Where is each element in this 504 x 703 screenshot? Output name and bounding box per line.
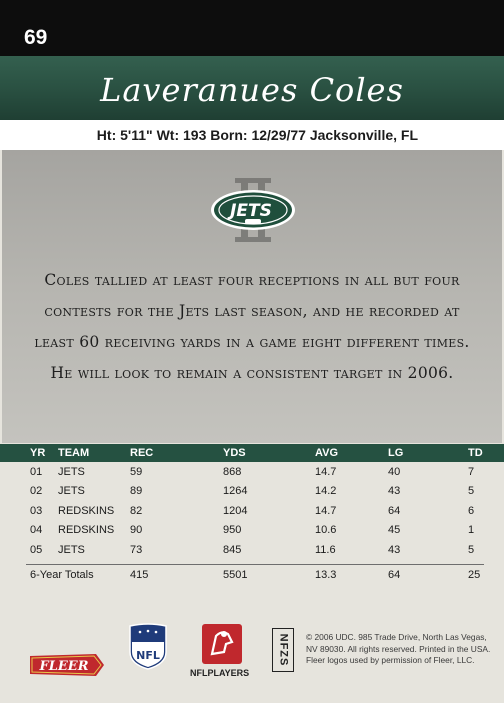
totals-avg: 13.3	[315, 569, 337, 581]
stat-yds: 1264	[223, 485, 248, 498]
stats-header-row: YR TEAM REC YDS AVG LG TD	[0, 444, 504, 462]
stat-avg: 14.2	[315, 485, 337, 498]
stat-td: 6	[468, 504, 475, 517]
stat-avg: 10.6	[315, 524, 337, 537]
bio-banner: Ht: 5'11" Wt: 193 Born: 12/29/77 Jackson…	[0, 120, 504, 150]
stat-yds: 868	[223, 466, 242, 478]
legal-line: NV 89030. All rights reserved. Printed i…	[306, 643, 491, 654]
player-name: Laveranues Coles	[100, 71, 404, 109]
stat-rec: 73	[130, 543, 143, 556]
stats-row: 03 REDSKINS 82 1204 14.7 64 6	[0, 501, 504, 520]
stats-row: 04 REDSKINS 90 950 10.6 45 1	[0, 520, 504, 539]
stat-rec: 59	[130, 466, 143, 478]
totals-rec: 415	[130, 569, 149, 581]
legal-line: Fleer logos used by permission of Fleer,…	[306, 655, 475, 665]
stat-yds: 1204	[223, 504, 248, 517]
stats-row: 02 JETS 89 1264 14.2 43 5	[0, 481, 504, 500]
totals-yds: 5501	[223, 569, 248, 581]
stat-lg: 64	[388, 504, 401, 517]
stat-rec: 82	[130, 504, 143, 517]
stat-yr: 05	[30, 543, 43, 556]
stats-totals-row: 6-Year Totals 415 5501 13.3 64 25	[0, 566, 504, 584]
stat-rec: 90	[130, 524, 143, 537]
nfl-shield-logo: NFL	[128, 622, 168, 670]
nfl-logo-text: NFL	[136, 649, 160, 662]
stat-yds: 950	[223, 524, 242, 537]
fleer-logo-text: FLEER	[39, 659, 89, 674]
stats-header-yr: YR	[30, 447, 46, 459]
stat-team: JETS	[58, 466, 85, 478]
jets-logo-text: JETS	[227, 201, 272, 221]
stat-yr: 02	[30, 485, 43, 498]
totals-lg: 64	[388, 569, 401, 581]
nfzs-code: NFZS	[277, 633, 290, 667]
stat-avg: 14.7	[315, 504, 337, 517]
stat-yr: 04	[30, 524, 43, 537]
stat-team: REDSKINS	[58, 524, 115, 537]
stat-team: JETS	[58, 485, 85, 498]
stats-row: 01 JETS 59 868 14.7 40 7	[0, 462, 504, 481]
stat-td: 7	[468, 466, 475, 478]
jets-logo: JETS	[205, 175, 301, 245]
totals-label: 6-Year Totals	[30, 569, 94, 581]
legal-line: © 2006 UDC. 985 Trade Drive, North Las V…	[306, 632, 487, 642]
totals-td: 25	[468, 569, 481, 581]
nfzs-code-box: NFZS	[272, 628, 294, 672]
stats-header-rec: REC	[130, 447, 154, 459]
nfl-players-logo	[200, 622, 244, 666]
stat-lg: 45	[388, 524, 401, 537]
stat-td: 5	[468, 485, 475, 498]
stat-yr: 03	[30, 504, 43, 517]
fleer-logo: FLEER	[26, 652, 106, 678]
totals-divider	[26, 564, 484, 565]
nfl-players-label: NFLPLAYERS	[190, 668, 250, 678]
stat-avg: 14.7	[315, 466, 337, 478]
player-blurb: Coles tallied at least four receptions i…	[34, 271, 470, 382]
card-header: 69	[0, 0, 504, 56]
stats-table: YR TEAM REC YDS AVG LG TD 01 JETS 59 868…	[0, 444, 504, 559]
stats-header-yds: YDS	[223, 447, 246, 459]
stat-yr: 01	[30, 466, 43, 478]
stat-lg: 43	[388, 485, 401, 498]
stat-team: JETS	[58, 543, 85, 556]
stat-td: 5	[468, 543, 475, 556]
stat-rec: 89	[130, 485, 143, 498]
stats-header-td: TD	[468, 447, 483, 459]
stats-header-avg: AVG	[315, 447, 339, 459]
stats-row: 05 JETS 73 845 11.6 43 5	[0, 540, 504, 559]
stat-td: 1	[468, 524, 475, 537]
name-banner: Laveranues Coles	[0, 56, 504, 120]
stat-avg: 11.6	[315, 543, 336, 556]
stat-lg: 43	[388, 543, 401, 556]
stat-yds: 845	[223, 543, 242, 556]
stats-header-team: TEAM	[58, 447, 90, 459]
player-bio: Ht: 5'11" Wt: 193 Born: 12/29/77 Jackson…	[96, 127, 418, 143]
stats-header-lg: LG	[388, 447, 404, 459]
legal-text: © 2006 UDC. 985 Trade Drive, North Las V…	[306, 632, 502, 667]
stat-lg: 40	[388, 466, 401, 478]
stat-team: REDSKINS	[58, 504, 115, 517]
card-number: 69	[24, 26, 48, 49]
card-footer: FLEER NFL NFLPLAYERS NFZS	[0, 600, 504, 703]
